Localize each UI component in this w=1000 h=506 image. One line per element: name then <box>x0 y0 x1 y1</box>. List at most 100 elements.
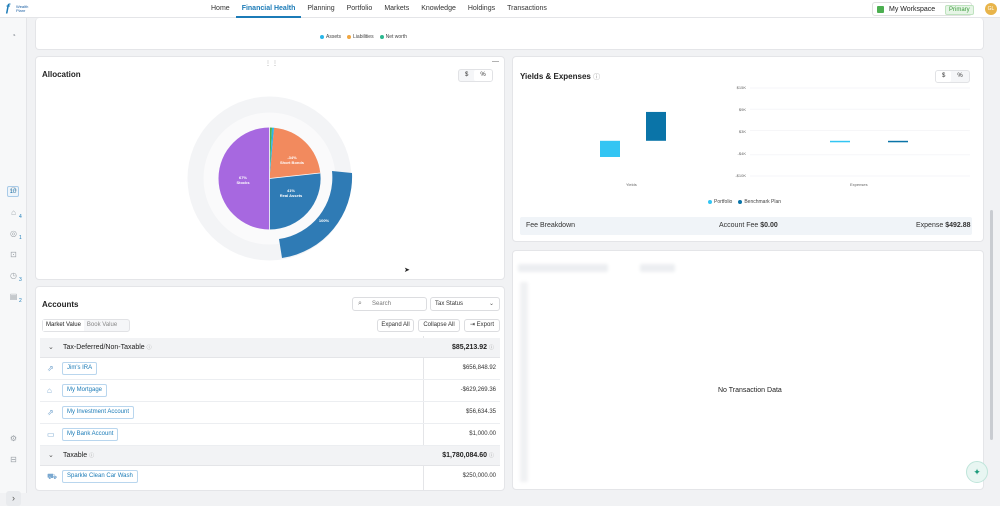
document-icon[interactable]: ▤ <box>9 292 18 301</box>
bar-expenses-portfolio[interactable] <box>830 140 850 143</box>
business-icon: ⛟ <box>47 472 58 481</box>
bank-icon[interactable]: ⌂ <box>11 208 16 217</box>
bar-expenses-benchmark-plan[interactable] <box>888 140 908 143</box>
toggle-book-value[interactable]: Book Value <box>86 322 118 328</box>
toggle-percent[interactable]: % <box>474 70 492 81</box>
info-icon[interactable]: ⓘ <box>593 74 601 81</box>
bar-yields-benchmark-plan[interactable] <box>646 111 666 141</box>
dashboard-icon[interactable]: ◔ <box>11 31 16 40</box>
sidebar-count: 1 <box>19 235 22 241</box>
accounts-search[interactable]: ⌕ Search <box>352 297 427 311</box>
toggle-percent[interactable]: % <box>957 73 963 79</box>
toggle-market-value[interactable]: Market Value <box>43 320 84 331</box>
expense-fee: Expense $492.88 <box>916 222 971 229</box>
sidebar-badge-selected[interactable]: 10 <box>7 186 19 197</box>
account-link[interactable]: My Bank Account <box>62 428 119 441</box>
account-link[interactable]: My Investment Account <box>62 406 135 419</box>
sidebar-count: 2 <box>19 298 22 304</box>
chart-icon[interactable]: ⊡ <box>10 250 17 259</box>
user-avatar[interactable]: GL <box>985 3 997 15</box>
nav-planning[interactable]: Planning <box>307 5 335 12</box>
collapse-icon[interactable]: — <box>492 58 499 65</box>
group-row[interactable]: ⌄ Tax-Deferred/Non-Taxable ⓘ $85,213.92 … <box>40 338 500 358</box>
allocation-pie-svg <box>187 96 353 261</box>
yields-svg <box>600 87 970 177</box>
export-button[interactable]: ⇥ Export <box>464 319 500 332</box>
nav-transactions[interactable]: Transactions <box>507 5 547 12</box>
info-icon: ⓘ <box>89 453 95 459</box>
x-tick-yields: Yields <box>626 182 637 187</box>
chevron-down-icon[interactable]: ⌄ <box>48 344 54 351</box>
y-tick: $3K <box>738 129 746 134</box>
account-link[interactable]: My Mortgage <box>62 384 108 397</box>
short-bonds-label: -34% Short Bonds <box>280 155 304 165</box>
logo-icon: ƒ <box>5 2 12 14</box>
workspace-label: My Workspace <box>889 6 936 13</box>
account-link[interactable]: Sparkle Clean Car Wash <box>62 470 138 483</box>
tax-status-value: Tax Status <box>435 301 464 307</box>
nav-markets[interactable]: Markets <box>384 5 410 12</box>
app-logo[interactable]: ƒ Wealth Planr <box>5 2 35 16</box>
y-tick: $9K <box>738 107 746 112</box>
account-fee: Account Fee $0.00 <box>719 222 778 229</box>
page-scrollbar[interactable] <box>990 210 993 440</box>
settings-icon[interactable]: ⚙ <box>9 434 18 443</box>
investment-icon: ⇗ <box>47 408 54 417</box>
workspace-icon <box>877 6 884 13</box>
home-icon: ⌂ <box>47 386 52 395</box>
value-type-toggle[interactable]: Market Value Book Value <box>42 319 130 332</box>
account-value: $656,848.92 <box>462 365 496 371</box>
y-tick: $15K <box>736 85 746 90</box>
chevron-down-icon[interactable]: ⌄ <box>48 452 54 459</box>
toggle-dollar[interactable]: $ <box>465 72 469 78</box>
account-value: $250,000.00 <box>462 473 496 479</box>
expand-all-button[interactable]: Expand All <box>377 319 414 332</box>
expand-sidebar-button[interactable]: › <box>6 491 21 506</box>
group-row[interactable]: ⌄ Taxable ⓘ $1,780,084.60 ⓘ <box>40 446 500 466</box>
blurred-filter <box>640 264 675 272</box>
account-link[interactable]: Jim's IRA <box>62 362 98 375</box>
account-row: ⛟ Sparkle Clean Car Wash $250,000.00 <box>40 466 500 488</box>
drag-handle-icon[interactable]: ⋮⋮ <box>265 61 279 67</box>
nav-knowledge[interactable]: Knowledge <box>421 5 456 12</box>
slice-stocks[interactable] <box>218 127 270 230</box>
nav-financial-health[interactable]: Financial Health <box>235 0 302 18</box>
allocation-unit-toggle[interactable]: $ % <box>458 69 493 82</box>
slice-real-assets[interactable] <box>269 173 321 230</box>
fee-breakdown-title: Fee Breakdown <box>526 222 576 229</box>
bar-yields-portfolio[interactable] <box>600 140 620 157</box>
y-tick: -$4K <box>737 151 746 156</box>
target-icon[interactable]: ◎ <box>10 229 17 238</box>
no-transaction-text: No Transaction Data <box>718 387 782 394</box>
chat-bot-icon: ✦ <box>973 467 981 477</box>
tax-status-select[interactable]: Tax Status ⌄ <box>430 297 500 311</box>
outer-ring-segment[interactable] <box>279 171 353 258</box>
toggle-dollar[interactable]: $ <box>936 71 952 82</box>
account-value: -$629,269.36 <box>460 387 496 393</box>
bank-card-icon: ▭ <box>47 430 55 439</box>
workspace-switcher[interactable]: My Workspace Primary <box>872 2 974 16</box>
y-tick: -$10K <box>735 173 746 178</box>
nav-holdings[interactable]: Holdings <box>467 5 496 12</box>
slice-short-bonds[interactable] <box>269 127 321 179</box>
nav-home[interactable]: Home <box>211 5 230 12</box>
account-value: $1,000.00 <box>469 431 496 437</box>
slice-cash[interactable] <box>269 127 275 179</box>
account-row: ⌂ My Mortgage -$629,269.36 <box>40 380 500 402</box>
collapse-all-button[interactable]: Collapse All <box>418 319 460 332</box>
yields-chart: $15K $9K $3K -$4K -$10K Yields Expenses <box>520 84 975 194</box>
search-input[interactable]: Search <box>372 301 392 307</box>
nav-portfolio[interactable]: Portfolio <box>346 5 373 12</box>
chevron-down-icon: ⌄ <box>488 301 494 307</box>
networth-card <box>35 18 984 50</box>
logo-text: Wealth Planr <box>16 4 29 13</box>
lock-icon[interactable]: ⊟ <box>10 455 17 464</box>
people-icon[interactable]: ⚇ <box>9 186 18 195</box>
info-icon: ⓘ <box>146 345 152 351</box>
clock-icon[interactable]: ◷ <box>10 271 17 280</box>
info-icon: ⓘ <box>488 453 494 459</box>
assistant-chat-button[interactable]: ✦ <box>966 461 988 483</box>
fee-breakdown-bar: Fee Breakdown Account Fee $0.00 Expense … <box>520 217 972 235</box>
yields-unit-toggle[interactable]: $ % <box>935 70 970 83</box>
slice-other[interactable] <box>269 127 273 179</box>
